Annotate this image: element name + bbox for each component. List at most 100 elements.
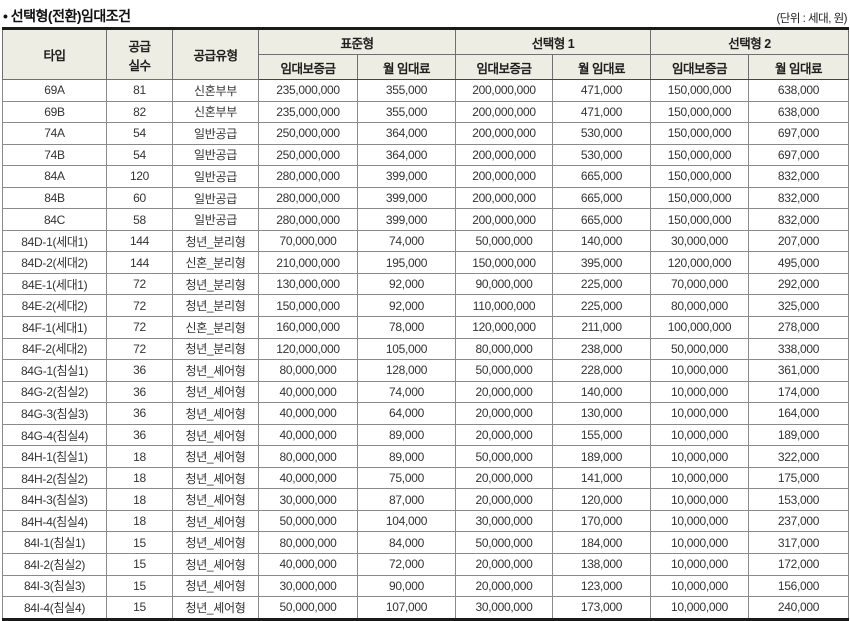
type-cell: 84A xyxy=(2,165,107,188)
type-cell: 84H-1(침실1) xyxy=(2,445,107,468)
option1-rent-cell: 120,000 xyxy=(552,488,652,511)
col-header-option2-rent: 월 임대료 xyxy=(748,54,850,80)
supply-count-cell: 18 xyxy=(106,509,173,533)
supply-count-cell: 81 xyxy=(106,79,173,102)
standard-deposit-cell: 280,000,000 xyxy=(258,208,358,231)
option2-deposit-cell: 100,000,000 xyxy=(650,316,750,339)
supply-type-cell: 청년_분리형 xyxy=(172,272,259,296)
option2-deposit-cell: 80,000,000 xyxy=(650,294,750,318)
option2-rent-cell: 495,000 xyxy=(748,251,850,274)
type-cell: 84G-2(침실2) xyxy=(2,380,107,404)
option1-rent-cell: 170,000 xyxy=(552,509,652,533)
standard-rent-cell: 84,000 xyxy=(356,531,457,555)
type-cell: 84E-2(세대2) xyxy=(2,294,107,318)
standard-deposit-cell: 120,000,000 xyxy=(258,337,358,361)
supply-type-cell: 청년_셰어형 xyxy=(172,488,259,511)
type-cell: 69B xyxy=(2,100,107,124)
supply-count-cell: 72 xyxy=(106,272,173,296)
supply-count-cell: 72 xyxy=(106,337,173,361)
supply-type-cell: 청년_셰어형 xyxy=(172,509,259,533)
supply-count-cell: 36 xyxy=(106,402,173,425)
option1-deposit-cell: 110,000,000 xyxy=(455,294,554,318)
supply-count-cell: 18 xyxy=(106,488,173,511)
type-cell: 84E-1(세대1) xyxy=(2,272,107,296)
supply-count-cell: 54 xyxy=(106,122,173,145)
option2-rent-cell: 325,000 xyxy=(748,294,850,318)
option2-rent-cell: 175,000 xyxy=(748,466,850,490)
standard-rent-cell: 399,000 xyxy=(356,186,457,210)
type-cell: 84D-2(세대2) xyxy=(2,251,107,274)
standard-rent-cell: 64,000 xyxy=(356,402,457,425)
col-header-option1-rent: 월 임대료 xyxy=(552,54,652,80)
col-header-supply-type: 공급유형 xyxy=(172,28,259,80)
supply-type-cell: 신혼부부 xyxy=(172,100,259,124)
supply-count-cell: 18 xyxy=(106,445,173,468)
standard-deposit-cell: 40,000,000 xyxy=(258,423,358,447)
standard-rent-cell: 92,000 xyxy=(356,294,457,318)
standard-rent-cell: 399,000 xyxy=(356,165,457,188)
option1-rent-cell: 238,000 xyxy=(552,337,652,361)
standard-rent-cell: 74,000 xyxy=(356,229,457,253)
supply-count-cell: 15 xyxy=(106,531,173,555)
option2-rent-cell: 697,000 xyxy=(748,122,850,145)
standard-deposit-cell: 280,000,000 xyxy=(258,186,358,210)
standard-rent-cell: 364,000 xyxy=(356,143,457,167)
supply-count-cell: 36 xyxy=(106,380,173,404)
option1-rent-cell: 530,000 xyxy=(552,143,652,167)
option2-rent-cell: 317,000 xyxy=(748,531,850,555)
option1-rent-cell: 471,000 xyxy=(552,100,652,124)
type-cell: 84I-4(침실4) xyxy=(2,596,107,620)
standard-rent-cell: 107,000 xyxy=(356,596,457,620)
supply-type-cell: 청년_셰어형 xyxy=(172,574,259,598)
option1-rent-cell: 225,000 xyxy=(552,294,652,318)
col-header-option2-deposit: 임대보증금 xyxy=(650,54,750,80)
option2-deposit-cell: 70,000,000 xyxy=(650,272,750,296)
option2-rent-cell: 832,000 xyxy=(748,165,850,188)
option1-rent-cell: 173,000 xyxy=(552,596,652,620)
standard-deposit-cell: 80,000,000 xyxy=(258,359,358,382)
table-row: 69B 82 신혼부부 235,000,000 355,000 200,000,000 47… xyxy=(2,100,850,124)
standard-rent-cell: 74,000 xyxy=(356,380,457,404)
supply-count-cell: 60 xyxy=(106,186,173,210)
table-row: 84I-4(침실4) 15 청년_셰어형 50,000,000 107,000 30,00… xyxy=(2,596,850,620)
table-row: 84E-1(세대1) 72 청년_분리형 130,000,000 92,000 90,00… xyxy=(2,272,850,296)
supply-type-cell: 일반공급 xyxy=(172,143,259,167)
standard-rent-cell: 90,000 xyxy=(356,574,457,598)
col-header-type: 타입 xyxy=(2,28,107,80)
option1-rent-cell: 665,000 xyxy=(552,186,652,210)
option1-deposit-cell: 200,000,000 xyxy=(455,122,554,145)
option1-deposit-cell: 200,000,000 xyxy=(455,143,554,167)
option1-deposit-cell: 90,000,000 xyxy=(455,272,554,296)
option2-rent-cell: 638,000 xyxy=(748,79,850,102)
option1-deposit-cell: 200,000,000 xyxy=(455,79,554,102)
option1-deposit-cell: 50,000,000 xyxy=(455,359,554,382)
supply-count-cell: 18 xyxy=(106,466,173,490)
supply-type-cell: 청년_셰어형 xyxy=(172,553,259,576)
option2-rent-cell: 322,000 xyxy=(748,445,850,468)
table-row: 84G-2(침실2) 36 청년_셰어형 40,000,000 74,000 20,000… xyxy=(2,380,850,404)
option1-deposit-cell: 20,000,000 xyxy=(455,402,554,425)
table-row: 84H-2(침실2) 18 청년_셰어형 40,000,000 75,000 20,000… xyxy=(2,466,850,490)
standard-deposit-cell: 250,000,000 xyxy=(258,122,358,145)
supply-type-cell: 청년_분리형 xyxy=(172,337,259,361)
option2-deposit-cell: 10,000,000 xyxy=(650,488,750,511)
col-header-option1-deposit: 임대보증금 xyxy=(455,54,554,80)
table-row: 84H-4(침실4) 18 청년_셰어형 50,000,000 104,000 30,00… xyxy=(2,509,850,533)
table-row: 84F-2(세대2) 72 청년_분리형 120,000,000 105,000 80,0… xyxy=(2,337,850,361)
option1-deposit-cell: 120,000,000 xyxy=(455,316,554,339)
option1-deposit-cell: 200,000,000 xyxy=(455,165,554,188)
col-group-option2: 선택형 2 xyxy=(650,28,850,55)
option1-deposit-cell: 50,000,000 xyxy=(455,229,554,253)
type-cell: 84I-3(침실3) xyxy=(2,574,107,598)
option2-rent-cell: 638,000 xyxy=(748,100,850,124)
option1-rent-cell: 184,000 xyxy=(552,531,652,555)
standard-deposit-cell: 210,000,000 xyxy=(258,251,358,274)
option1-deposit-cell: 200,000,000 xyxy=(455,186,554,210)
option2-rent-cell: 292,000 xyxy=(748,272,850,296)
standard-rent-cell: 87,000 xyxy=(356,488,457,511)
supply-type-cell: 청년_셰어형 xyxy=(172,445,259,468)
table-row: 84A 120 일반공급 280,000,000 399,000 200,000,000 6… xyxy=(2,165,850,188)
standard-deposit-cell: 235,000,000 xyxy=(258,79,358,102)
supply-count-cell: 36 xyxy=(106,359,173,382)
supply-type-cell: 청년_셰어형 xyxy=(172,531,259,555)
